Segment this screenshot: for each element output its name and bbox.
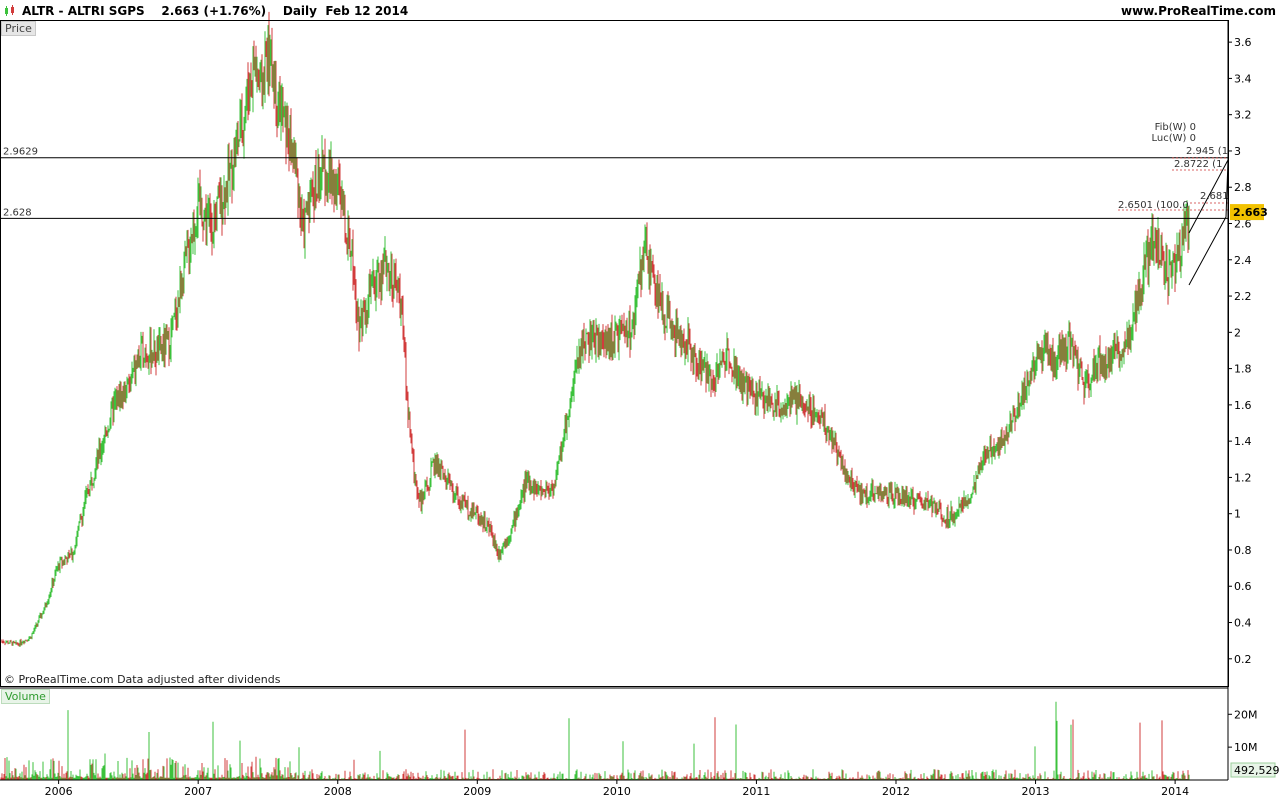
volume-tick-label: 20M	[1234, 708, 1258, 721]
fib-label: 2.6501 (100.0	[1118, 200, 1189, 211]
date-tick-label: 2007	[184, 785, 212, 798]
date-tick-label: 2006	[45, 785, 73, 798]
price-tick-label: 2.4	[1234, 254, 1252, 267]
price-tick-label: 1	[1234, 508, 1241, 521]
trend-lines	[1188, 159, 1229, 286]
date-tick-label: 2011	[742, 785, 770, 798]
price-panel-label: Price	[1, 21, 36, 36]
price-series-layer	[0, 11, 1190, 647]
date-tick-label: 2010	[603, 785, 631, 798]
horizontal-levels: 2.9629 2.628	[0, 147, 1228, 219]
date-tick-label: 2014	[1161, 785, 1189, 798]
fib-label: 2.681	[1200, 191, 1229, 202]
price-tick-label: 2.8	[1234, 181, 1252, 194]
price-tick-label: 1.2	[1234, 471, 1252, 484]
chart-frame	[0, 20, 1229, 689]
price-tick-label: 0.2	[1234, 653, 1252, 666]
fib-label: 2.8722 (1	[1174, 159, 1222, 170]
last-price-badge	[1230, 204, 1264, 221]
price-tick-label: 1.6	[1234, 399, 1252, 412]
price-tick-label: 0.6	[1234, 580, 1252, 593]
date-tick-label: 2013	[1022, 785, 1050, 798]
level-label: 2.9629	[3, 147, 38, 158]
fib-label: Fib(W) 0	[1155, 122, 1196, 133]
volume-last-label: 492,529	[1234, 764, 1280, 777]
volume-bars	[0, 701, 1190, 780]
price-tick-label: 0.8	[1234, 544, 1252, 557]
price-tick-label: 2.2	[1234, 290, 1252, 303]
chart-title: ALTR - ALTRI SGPS 2.663 (+1.76%) Daily F…	[22, 4, 409, 18]
fib-label: Luc(W) 0	[1152, 133, 1196, 144]
date-tick-label: 2008	[324, 785, 352, 798]
date-tick-label: 2009	[463, 785, 491, 798]
level-label: 2.628	[3, 207, 32, 218]
credit-text: © ProRealTime.com Data adjusted after di…	[4, 673, 281, 686]
site-link[interactable]: www.ProRealTime.com	[1121, 4, 1276, 18]
price-axis: 0.2 0.4 0.6 0.8 1 1.2 1.4 1.6 1.8 2 2.2 2.4 2.6 2.8 3 3…	[1227, 20, 1280, 780]
price-tick-label: 3.4	[1234, 72, 1252, 85]
price-tick-label: 3.6	[1234, 36, 1252, 49]
price-tick-label: 2.6	[1234, 218, 1252, 231]
price-tick-label: 2	[1234, 326, 1241, 339]
price-tick-label: 0.4	[1234, 617, 1252, 630]
candlestick-icon	[5, 5, 14, 16]
last-price-label: 2.663	[1233, 206, 1268, 219]
chart-header: ALTR - ALTRI SGPS 2.663 (+1.76%) Daily F…	[0, 0, 1280, 22]
date-axis: 2006 2007 2008 2009 2010 2011 2012 2013 2014	[0, 779, 1228, 798]
price-tick-label: 1.8	[1234, 363, 1252, 376]
price-tick-label: 1.4	[1234, 435, 1252, 448]
fib-label: 2.945 (1	[1186, 146, 1228, 157]
volume-panel-label: Volume	[1, 689, 50, 704]
price-panel-frame	[0, 20, 1229, 687]
price-tick-label: 3.2	[1234, 109, 1252, 122]
volume-last-badge	[1230, 762, 1276, 778]
price-tick-label: 3	[1234, 145, 1241, 158]
date-tick-label: 2012	[882, 785, 910, 798]
volume-tick-label: 10M	[1234, 741, 1258, 754]
